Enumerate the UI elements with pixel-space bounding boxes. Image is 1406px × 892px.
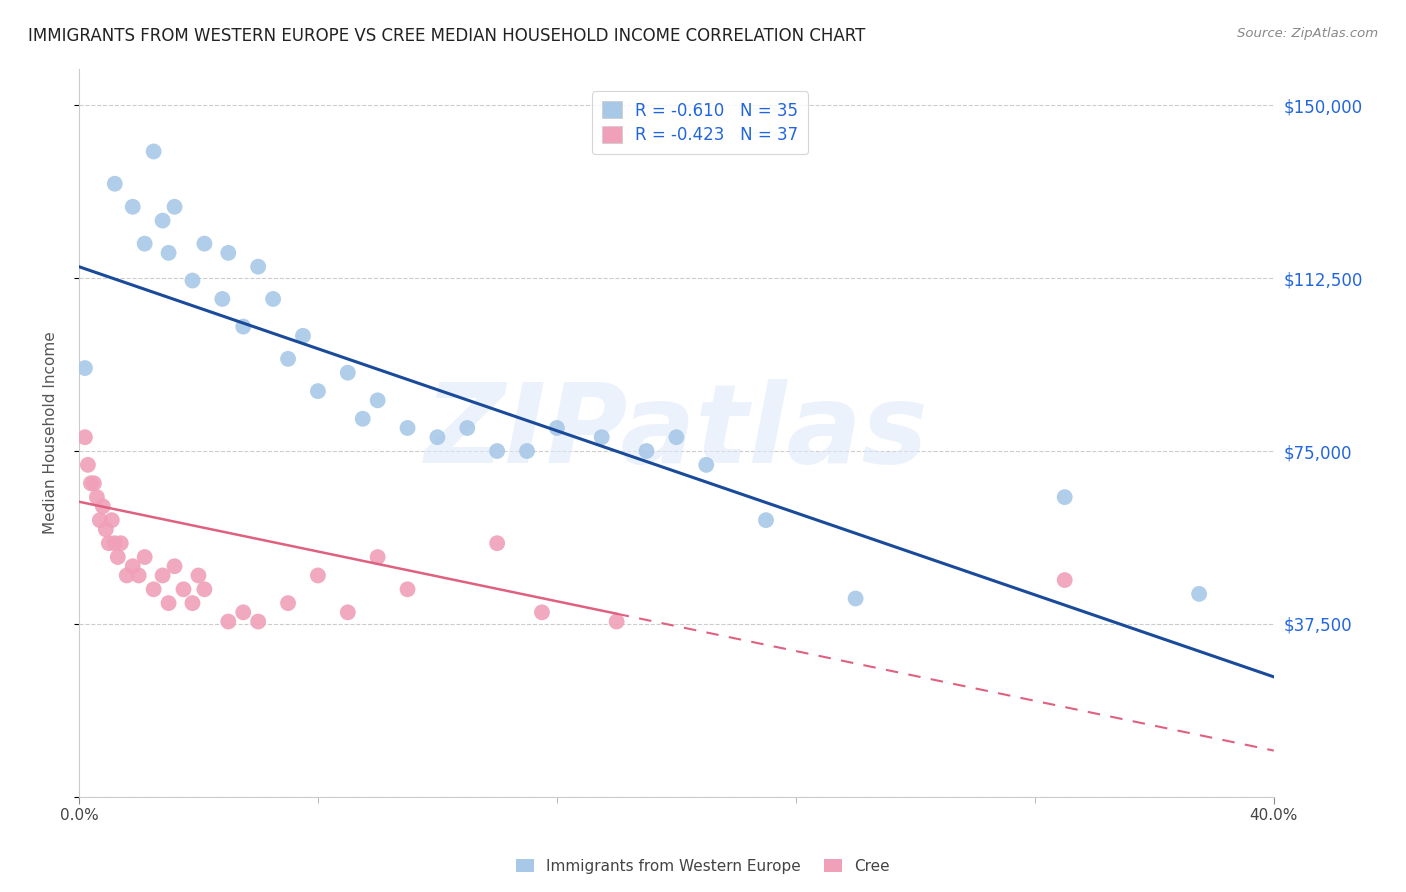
Point: [134, 236, 156, 251]
Point: [307, 384, 329, 398]
Point: [181, 273, 204, 287]
Point: [516, 444, 538, 458]
Point: [110, 536, 132, 550]
Point: [80, 476, 103, 491]
Point: [86, 490, 108, 504]
Point: [181, 596, 204, 610]
Point: [121, 559, 143, 574]
Point: [1053, 490, 1076, 504]
Point: [277, 596, 299, 610]
Point: [367, 549, 389, 564]
Point: [121, 200, 143, 214]
Point: [307, 568, 329, 582]
Point: [396, 421, 419, 435]
Point: [486, 536, 509, 550]
Point: [336, 605, 359, 619]
Point: [89, 513, 111, 527]
Point: [91, 500, 114, 514]
Point: [665, 430, 688, 444]
Point: [217, 615, 239, 629]
Point: [1053, 573, 1076, 587]
Point: [83, 476, 105, 491]
Text: Source: ZipAtlas.com: Source: ZipAtlas.com: [1237, 27, 1378, 40]
Point: [142, 582, 165, 597]
Point: [115, 568, 138, 582]
Point: [211, 292, 233, 306]
Point: [187, 568, 209, 582]
Point: [1188, 587, 1211, 601]
Point: [134, 549, 156, 564]
Point: [352, 411, 374, 425]
Point: [232, 319, 254, 334]
Point: [755, 513, 778, 527]
Point: [546, 421, 568, 435]
Point: [247, 615, 270, 629]
Point: [152, 568, 174, 582]
Point: [152, 213, 174, 227]
Point: [336, 366, 359, 380]
Point: [157, 245, 180, 260]
Point: [486, 444, 509, 458]
Point: [142, 145, 165, 159]
Point: [97, 536, 120, 550]
Point: [193, 582, 215, 597]
Point: [193, 236, 215, 251]
Point: [163, 200, 186, 214]
Point: [367, 393, 389, 408]
Point: [606, 615, 628, 629]
Point: [163, 559, 186, 574]
Point: [591, 430, 613, 444]
Text: IMMIGRANTS FROM WESTERN EUROPE VS CREE MEDIAN HOUSEHOLD INCOME CORRELATION CHART: IMMIGRANTS FROM WESTERN EUROPE VS CREE M…: [28, 27, 866, 45]
Text: ZIPatlas: ZIPatlas: [425, 379, 928, 486]
Point: [128, 568, 150, 582]
Point: [73, 361, 96, 376]
Point: [396, 582, 419, 597]
Legend: Immigrants from Western Europe, Cree: Immigrants from Western Europe, Cree: [510, 853, 896, 880]
Point: [456, 421, 478, 435]
Point: [217, 245, 239, 260]
Point: [530, 605, 553, 619]
Point: [73, 430, 96, 444]
Point: [94, 522, 117, 536]
Point: [157, 596, 180, 610]
Point: [173, 582, 195, 597]
Point: [277, 351, 299, 366]
Point: [247, 260, 270, 274]
Point: [845, 591, 868, 606]
Point: [104, 536, 127, 550]
Point: [77, 458, 100, 472]
Point: [291, 328, 314, 343]
Y-axis label: Median Household Income: Median Household Income: [44, 331, 58, 534]
Point: [232, 605, 254, 619]
Point: [426, 430, 449, 444]
Point: [695, 458, 717, 472]
Point: [101, 513, 124, 527]
Legend: R = -0.610   N = 35, R = -0.423   N = 37: R = -0.610 N = 35, R = -0.423 N = 37: [592, 91, 808, 154]
Point: [107, 549, 129, 564]
Point: [262, 292, 284, 306]
Point: [104, 177, 127, 191]
Point: [636, 444, 658, 458]
